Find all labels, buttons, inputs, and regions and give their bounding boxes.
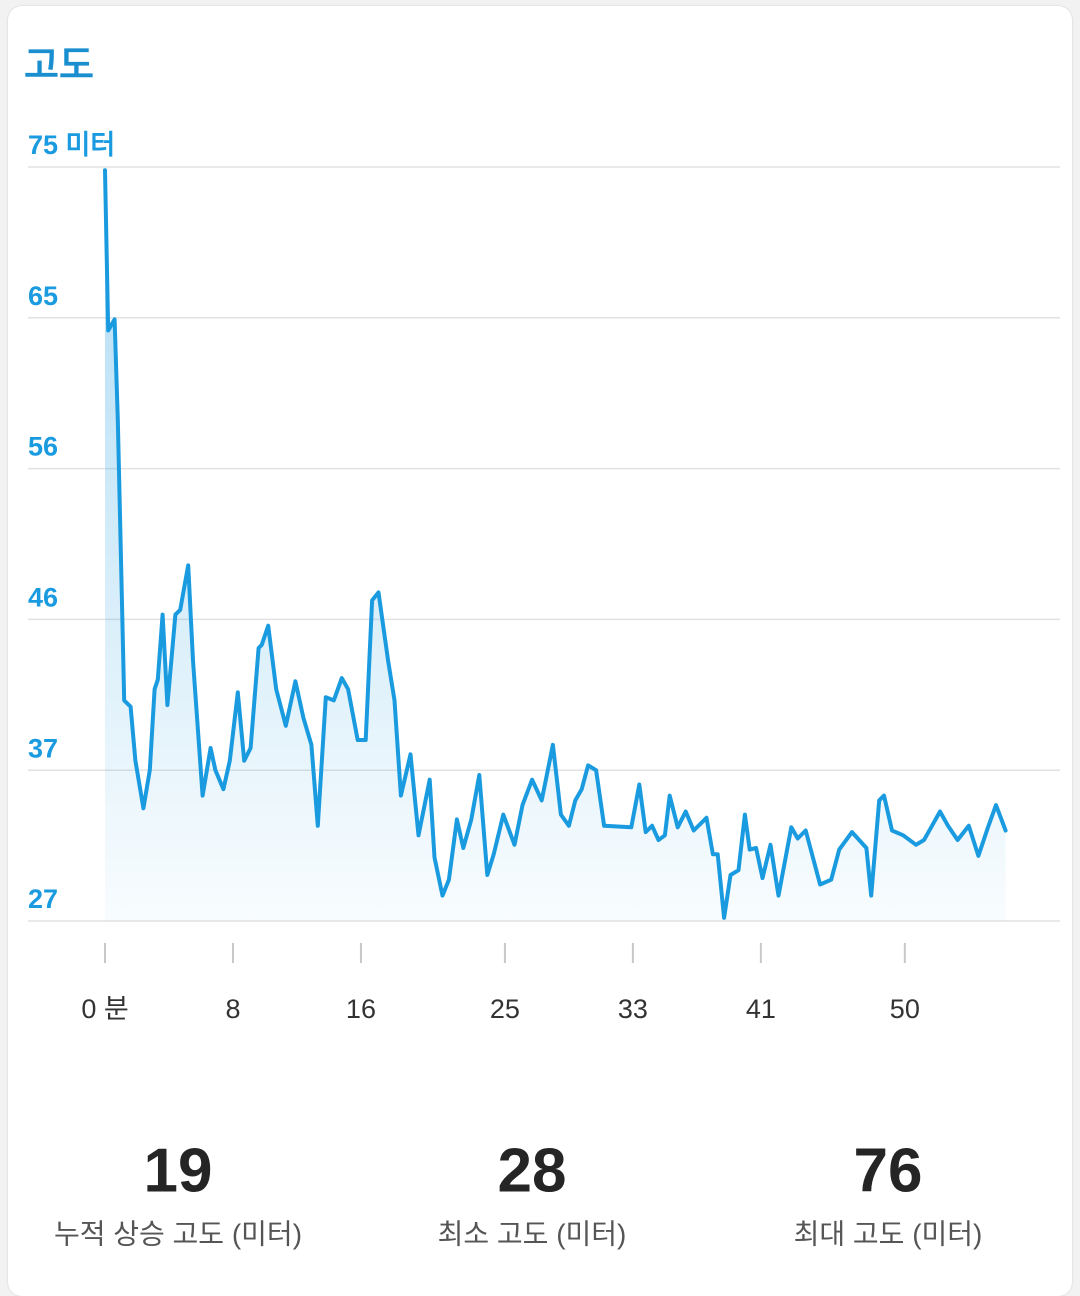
y-tick-label: 27 <box>28 884 58 914</box>
stat-label: 최소 고도 (미터) <box>438 1218 627 1249</box>
x-tick-label: 33 <box>618 994 648 1024</box>
stat-value: 19 <box>144 1136 213 1205</box>
x-tick-label: 41 <box>746 994 776 1024</box>
chart-title: 고도 <box>24 45 94 87</box>
stat-label: 누적 상승 고도 (미터) <box>54 1218 302 1249</box>
stat-label: 최대 고도 (미터) <box>794 1218 983 1249</box>
y-tick-label: 65 <box>28 281 58 311</box>
y-tick-label: 75 미터 <box>28 130 115 160</box>
stat-value: 76 <box>854 1136 923 1205</box>
area <box>105 170 1006 921</box>
x-tick-label: 25 <box>490 994 520 1024</box>
x-tick-label: 8 <box>225 994 240 1024</box>
line <box>103 168 1008 920</box>
x-tick-label: 16 <box>346 994 376 1024</box>
y-tick-label: 56 <box>28 432 58 462</box>
y-tick-label: 46 <box>28 583 58 613</box>
y-tick-label: 37 <box>28 733 58 763</box>
x-tick-label: 0 분 <box>81 994 128 1024</box>
stat-value: 28 <box>498 1136 567 1205</box>
x-tick-label: 50 <box>890 994 920 1024</box>
